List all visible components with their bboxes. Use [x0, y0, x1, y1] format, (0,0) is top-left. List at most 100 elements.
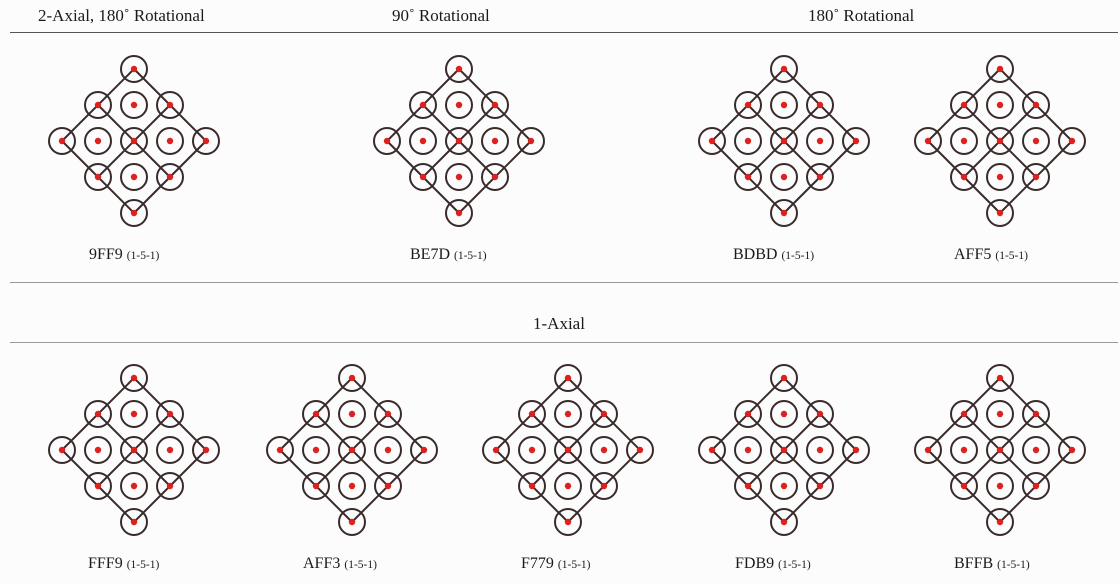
- kolam-dot: [780, 446, 788, 454]
- header-90-rotational: 90˚ Rotational: [392, 6, 490, 25]
- kolam-dot: [348, 374, 356, 382]
- kolam-dot: [166, 173, 174, 181]
- kolam-loop: [986, 436, 1014, 464]
- kolam-loop: [806, 163, 834, 191]
- kolam-dot: [780, 518, 788, 526]
- kolam-dot: [960, 482, 968, 490]
- kolam-dot: [744, 137, 752, 145]
- header-180-rotational: 180˚ Rotational: [808, 6, 915, 25]
- kolam-dot: [492, 446, 500, 454]
- section-rule: [10, 342, 1118, 343]
- kolam-dot: [94, 446, 102, 454]
- kolam-loop: [734, 91, 762, 119]
- kolam-loop: [770, 127, 798, 155]
- kolam-loop: [590, 400, 618, 428]
- kolam-loop: [770, 400, 798, 428]
- kolam-dot: [348, 518, 356, 526]
- kolam-dot: [527, 137, 535, 145]
- kolam-dot: [708, 446, 716, 454]
- caption-AFF5: AFF5 (1-5-1): [954, 246, 1028, 264]
- kolam-dot: [1068, 137, 1076, 145]
- caption-F779: F779 (1-5-1): [521, 555, 590, 573]
- kolam-loop: [481, 91, 509, 119]
- kolam-dot: [384, 446, 392, 454]
- kolam-loop: [156, 400, 184, 428]
- kolam-FFF9: [44, 361, 224, 537]
- caption-sub: (1-5-1): [995, 250, 1028, 262]
- kolam-dot: [348, 482, 356, 490]
- caption-code: AFF3: [303, 555, 341, 572]
- kolam-dot: [528, 410, 536, 418]
- kolam-dot: [1032, 173, 1040, 181]
- kolam-dot: [780, 482, 788, 490]
- kolam-loop: [770, 91, 798, 119]
- kolam-loop: [302, 436, 330, 464]
- kolam-dot: [960, 137, 968, 145]
- kolam-loop: [1022, 91, 1050, 119]
- kolam-loop: [84, 400, 112, 428]
- kolam-loop: [518, 436, 546, 464]
- kolam-dot: [1032, 101, 1040, 109]
- kolam-loop: [84, 91, 112, 119]
- kolam-loop: [409, 91, 437, 119]
- kolam-dot: [528, 446, 536, 454]
- kolam-dot: [996, 482, 1004, 490]
- caption-sub: (1-5-1): [126, 559, 160, 571]
- kolam-dot: [420, 446, 428, 454]
- kolam-dot: [94, 137, 102, 145]
- kolam-loop: [302, 472, 330, 500]
- kolam-loop: [770, 508, 798, 536]
- kolam-BFFB: [910, 361, 1090, 537]
- kolam-loop: [1022, 400, 1050, 428]
- section-divider: [10, 282, 1118, 283]
- kolam-loop: [481, 127, 509, 155]
- caption-sub: (1-5-1): [344, 559, 377, 571]
- kolam-loop: [518, 400, 546, 428]
- kolam-dot: [312, 446, 320, 454]
- kolam-dot: [780, 65, 788, 73]
- kolam-loop: [986, 55, 1014, 83]
- kolam-dot: [455, 173, 463, 181]
- kolam-loop: [554, 472, 582, 500]
- caption-code: BFFB: [954, 555, 994, 572]
- kolam-dot: [383, 137, 391, 145]
- kolam-dot: [600, 482, 608, 490]
- kolam-dot: [348, 410, 356, 418]
- kolam-loop: [770, 199, 798, 227]
- kolam-dot: [130, 410, 138, 418]
- kolam-loop: [120, 364, 148, 392]
- kolam-loop: [1022, 472, 1050, 500]
- caption-code: AFF5: [954, 246, 992, 263]
- kolam-loop: [950, 91, 978, 119]
- kolam-dot: [816, 173, 824, 181]
- kolam-loop: [338, 400, 366, 428]
- kolam-loop: [481, 163, 509, 191]
- kolam-dot: [780, 410, 788, 418]
- kolam-dot: [491, 173, 499, 181]
- kolam-dot: [130, 137, 138, 145]
- kolam-loop: [734, 400, 762, 428]
- kolam-dot: [924, 137, 932, 145]
- kolam-F779: [478, 361, 658, 537]
- kolam-dot: [455, 209, 463, 217]
- kolam-loop: [590, 472, 618, 500]
- kolam-drawing: [266, 364, 438, 536]
- kolam-dot: [996, 65, 1004, 73]
- kolam-loop: [1022, 163, 1050, 191]
- kolam-loop: [120, 199, 148, 227]
- kolam-dot: [564, 410, 572, 418]
- kolam-dot: [94, 101, 102, 109]
- kolam-loop: [410, 436, 438, 464]
- kolam-dot: [996, 101, 1004, 109]
- kolam-loop: [338, 472, 366, 500]
- caption-code: 9FF9: [89, 246, 123, 263]
- kolam-dot: [1032, 482, 1040, 490]
- kolam-drawing: [914, 55, 1086, 227]
- kolam-loop: [734, 127, 762, 155]
- kolam-drawing: [48, 55, 220, 227]
- kolam-dot: [780, 173, 788, 181]
- kolam-dot: [600, 410, 608, 418]
- kolam-dot: [130, 209, 138, 217]
- kolam-dot: [58, 137, 66, 145]
- kolam-drawing: [48, 364, 220, 536]
